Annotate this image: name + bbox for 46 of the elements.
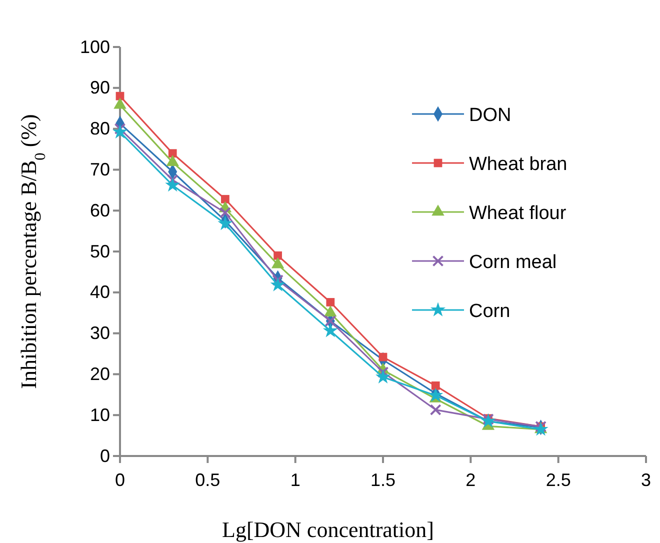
x-tick-label: 3 xyxy=(640,470,652,490)
point xyxy=(270,277,286,292)
point xyxy=(218,216,233,230)
legend-label: DON xyxy=(469,105,512,126)
point xyxy=(219,206,231,218)
y-tick-label: 40 xyxy=(90,282,110,302)
y-tick-label: 100 xyxy=(80,36,110,57)
point xyxy=(274,251,282,260)
point xyxy=(324,306,337,317)
y-tick-label: 30 xyxy=(90,323,110,344)
point xyxy=(112,124,128,138)
point xyxy=(375,369,391,384)
point xyxy=(480,413,496,428)
point xyxy=(431,381,440,390)
point xyxy=(428,388,444,402)
point xyxy=(221,194,230,204)
y-tick-label: 90 xyxy=(90,78,110,98)
point xyxy=(430,404,442,416)
y-tick-label: 20 xyxy=(90,364,110,384)
point xyxy=(326,298,335,306)
point xyxy=(116,92,124,100)
x-axis-title: Lg[DON concentration] xyxy=(222,517,434,542)
legend-label: Wheat bran xyxy=(469,154,568,175)
point xyxy=(114,123,126,135)
x-tick-label: 0 xyxy=(114,470,126,490)
x-tick-label: 1 xyxy=(290,470,300,490)
y-tick-label: 60 xyxy=(90,200,110,220)
point xyxy=(166,174,178,186)
point xyxy=(378,352,388,362)
y-tick-label: 80 xyxy=(90,118,110,139)
legend-label: Corn xyxy=(469,301,510,322)
y-tick-label: 10 xyxy=(90,404,110,425)
point xyxy=(168,149,177,158)
x-tick-label: 2.5 xyxy=(546,470,571,490)
legend-label: Corn meal xyxy=(469,252,557,273)
point xyxy=(322,322,338,338)
point xyxy=(377,366,389,378)
point xyxy=(533,422,548,436)
y-tick-label: 70 xyxy=(90,159,110,180)
legend-label: Wheat flour xyxy=(469,203,567,224)
y-tick-label: 0 xyxy=(100,446,110,466)
point xyxy=(165,177,180,192)
x-tick-label: 2 xyxy=(466,470,476,490)
x-tick-label: 1.5 xyxy=(370,470,396,490)
x-tick-label: 0.5 xyxy=(195,470,220,490)
y-tick-label: 50 xyxy=(90,241,110,262)
